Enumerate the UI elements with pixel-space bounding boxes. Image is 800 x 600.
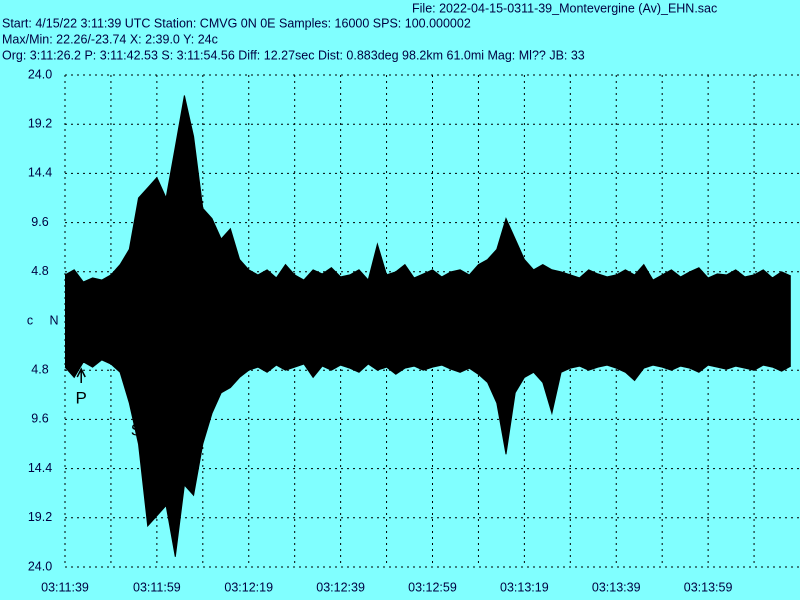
y-tick-label: 14.4 — [28, 461, 52, 475]
y-tick-label: 14.4 — [28, 166, 52, 180]
x-tick-label: 03:11:39 — [41, 580, 89, 594]
x-tick-label: 03:12:59 — [408, 580, 457, 594]
header-line: Start: 4/15/22 3:11:39 UTC Station: CMVG… — [2, 16, 471, 30]
x-tick-label: 03:11:59 — [133, 580, 181, 594]
y-tick-label: 19.2 — [28, 116, 52, 130]
header-line: Org: 3:11:26.2 P: 3:11:42.53 S: 3:11:54.… — [2, 48, 585, 62]
y-tick-label: 24.0 — [28, 67, 52, 81]
x-tick-label: 03:13:19 — [500, 580, 549, 594]
y-tick-label: 19.2 — [28, 510, 52, 524]
waveform-fill — [65, 95, 791, 321]
y-tick-label: 4.8 — [31, 264, 48, 278]
y-tick-label: 4.8 — [31, 362, 48, 376]
x-tick-label: 03:12:39 — [316, 580, 365, 594]
y-tick-label: 9.6 — [31, 412, 48, 426]
x-tick-label: 03:13:59 — [684, 580, 733, 594]
y-tick-label: 24.0 — [28, 559, 52, 573]
pick-label: S — [131, 420, 142, 439]
x-tick-label: 03:12:19 — [224, 580, 273, 594]
channel-label: N — [49, 313, 58, 327]
x-tick-label: 03:13:39 — [592, 580, 641, 594]
center-label: c — [27, 313, 33, 327]
pick-arrow — [131, 399, 142, 415]
pick-arrow — [76, 367, 86, 383]
pick-label: P — [76, 388, 87, 407]
header-line: Max/Min: 22.26/-23.74 X: 2:39.0 Y: 24c — [2, 32, 218, 46]
waveform-fill — [65, 321, 791, 557]
y-tick-label: 9.6 — [31, 215, 48, 229]
file-name: File: 2022-04-15-0311-39_Montevergine (A… — [412, 1, 717, 15]
